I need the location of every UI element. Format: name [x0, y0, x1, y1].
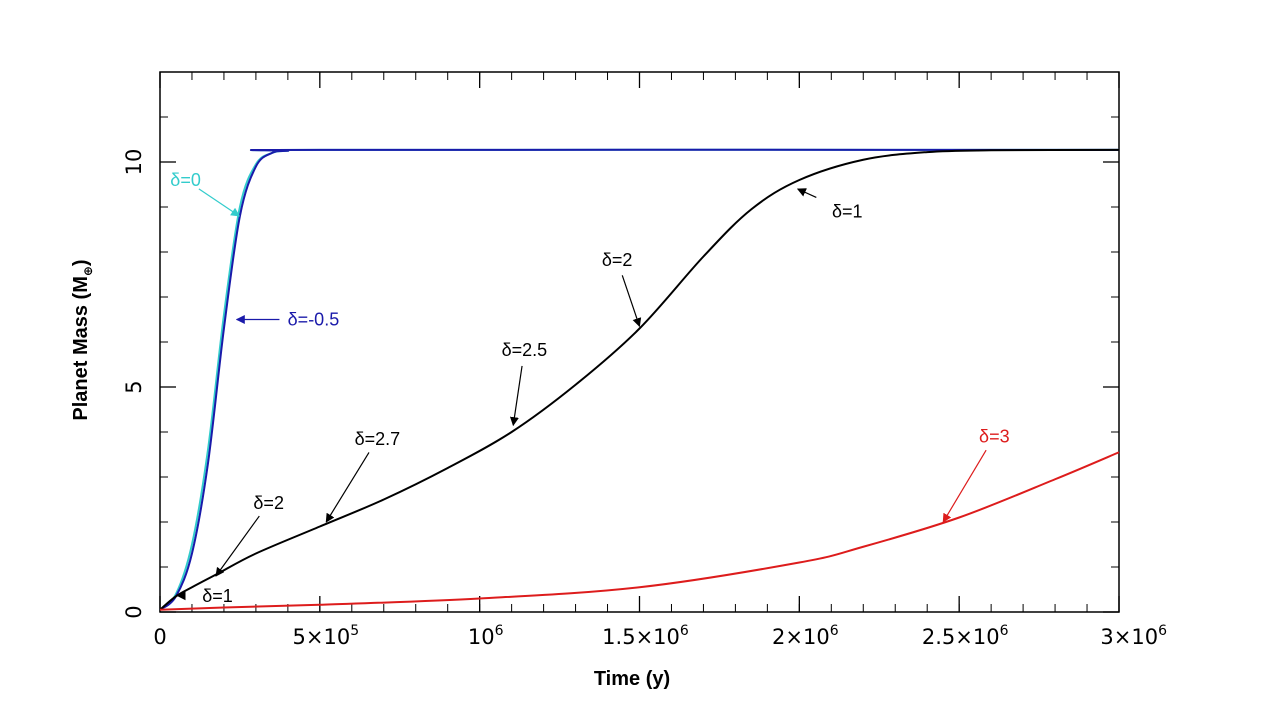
annotation-arrow-4: [325, 452, 370, 523]
y-tick-label: 10: [122, 149, 146, 176]
y-tick-labels: 0 5 10: [122, 149, 146, 619]
x-tick-label: 1.5×106: [602, 623, 689, 649]
major-ticks: [159, 72, 1120, 613]
annotation-arrow-8: [942, 449, 987, 523]
annotation-layer: δ=0 δ=-0.5 δ=1 δ=2 δ=2.7 δ=2.5 δ=2 δ=1 δ=3: [170, 170, 1009, 606]
series-line-3: [159, 451, 1120, 611]
annotation-label-1: δ=-0.5: [288, 310, 340, 330]
series-line-0: [159, 148, 1120, 611]
plot-frame: [159, 71, 1120, 613]
x-tick-label: 2.5×106: [922, 623, 1009, 649]
annotation-label-0: δ=0: [170, 170, 201, 190]
x-tick-labels: 0 5×105 106 1.5×106 2×106 2.5×106 3×106: [153, 623, 1167, 649]
x-tick-label: 5×105: [293, 623, 360, 649]
annotation-label-7: δ=1: [832, 202, 863, 222]
series-layer: [159, 148, 1120, 611]
x-tick-label: 0: [153, 625, 166, 649]
annotation-arrow-5: [509, 365, 523, 427]
x-axis-title: Time (y): [594, 668, 670, 690]
annotation-label-2: δ=1: [202, 586, 233, 606]
y-axis-title-main: Planet Mass (M: [70, 276, 92, 420]
annotation-label-6: δ=2: [602, 250, 633, 270]
y-tick-label: 0: [122, 605, 146, 618]
minor-ticks: [159, 71, 1120, 613]
annotation-label-4: δ=2.7: [355, 429, 401, 449]
y-tick-label: 5: [122, 380, 146, 393]
y-axis-title: Planet Mass (M⊕): [70, 259, 95, 420]
y-axis-title-subscript: ⊕: [81, 266, 95, 276]
annotation-label-5: δ=2.5: [502, 340, 548, 360]
annotation-arrow-3: [215, 515, 260, 577]
annotation-arrow-7: [796, 188, 817, 198]
x-tick-label: 3×106: [1100, 623, 1167, 649]
annotation-arrow-6: [621, 275, 642, 328]
series-line-2: [159, 148, 1120, 611]
y-axis-title-close: ): [70, 259, 92, 266]
x-tick-label: 106: [468, 623, 504, 649]
annotation-label-3: δ=2: [253, 493, 284, 513]
x-tick-label: 2×106: [772, 623, 839, 649]
annotation-label-8: δ=3: [979, 427, 1010, 447]
annotation-arrow-0: [198, 188, 241, 217]
series-line-1: [159, 148, 1120, 611]
